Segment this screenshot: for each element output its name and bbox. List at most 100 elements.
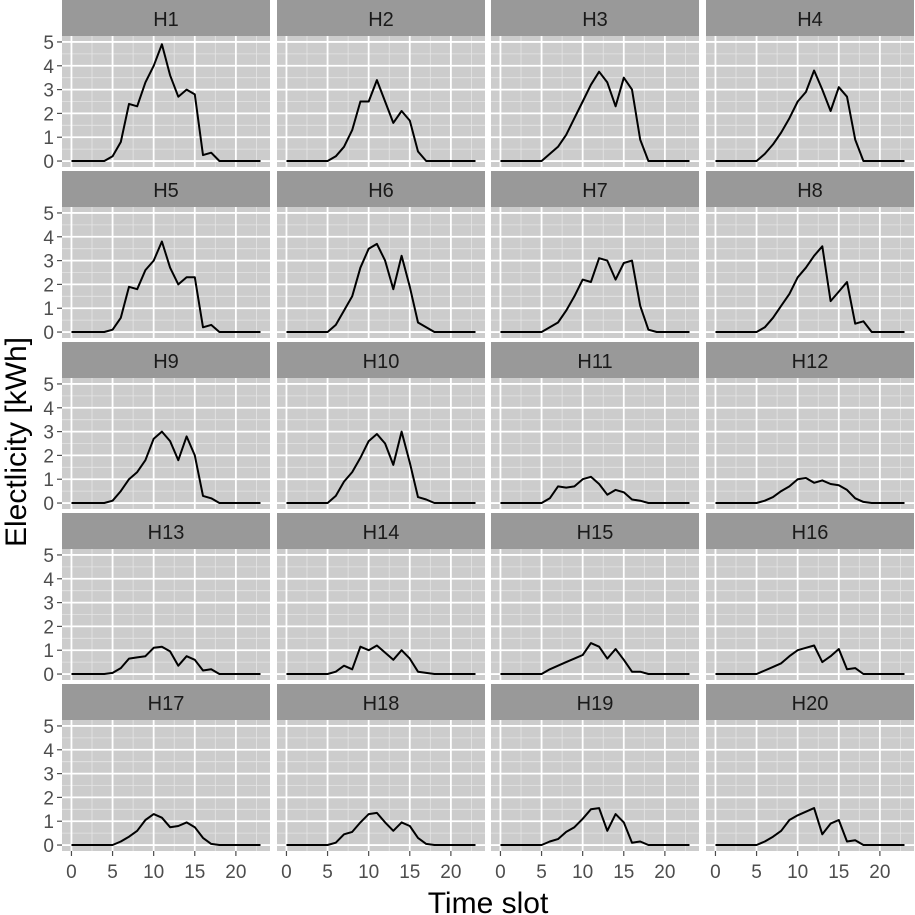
series-line-h20 [715, 807, 905, 846]
x-tick-label: 15 [184, 862, 205, 883]
facet-strip-label: H16 [792, 522, 829, 544]
series-line-h11 [500, 475, 690, 504]
facet-panel-h18: H18 [277, 684, 485, 851]
x-tick-label: 15 [828, 862, 849, 883]
facet-panel-h17: H17 [62, 684, 270, 851]
x-tick-label: 10 [358, 862, 379, 883]
facet-strip-label: H20 [792, 693, 829, 715]
facet-strip [62, 513, 270, 549]
facet-strip [706, 513, 914, 549]
facet-panel-h8: H8 [706, 171, 914, 338]
series-line-h17 [71, 813, 261, 846]
facet-strip [706, 684, 914, 720]
facet-strip-label: H19 [577, 693, 614, 715]
y-tick-label: 5 [43, 204, 54, 225]
x-tick-label: 15 [399, 862, 420, 883]
y-tick-label: 0 [43, 836, 54, 857]
facet-strip-label: H5 [153, 180, 179, 202]
y-tick-label: 4 [43, 57, 54, 78]
facet-strip [277, 0, 485, 36]
x-tick-label: 5 [536, 862, 547, 883]
y-tick-label: 3 [43, 252, 54, 273]
y-tick-label: 3 [43, 423, 54, 444]
y-tick-label: 4 [43, 228, 54, 249]
series-line-h19 [500, 807, 690, 846]
series-line-h16 [715, 644, 905, 675]
facet-panel-h5: H5 [62, 171, 270, 338]
y-tick-label: 1 [43, 299, 54, 320]
y-tick-label: 2 [43, 104, 54, 125]
facet-strip [491, 513, 699, 549]
y-tick-label: 1 [43, 812, 54, 833]
series-line-h8 [715, 245, 905, 333]
y-tick-label: 4 [43, 741, 54, 762]
facet-strip-label: H7 [582, 180, 608, 202]
x-tick-label: 20 [440, 862, 461, 883]
facet-panel-h4: H4 [706, 0, 914, 167]
facet-strip [277, 342, 485, 378]
series-line-h14 [286, 644, 476, 675]
x-tick-label: 5 [107, 862, 118, 883]
facet-panel-h2: H2 [277, 0, 485, 167]
facet-strip [62, 342, 270, 378]
y-tick-label: 0 [43, 323, 54, 344]
x-tick-label: 10 [143, 862, 164, 883]
facet-strip-label: H9 [153, 351, 179, 373]
series-line-h10 [286, 430, 476, 504]
x-tick-label: 20 [225, 862, 246, 883]
x-axis-title: Time slot [428, 887, 549, 915]
series-line-h2 [286, 79, 476, 162]
facet-strip-label: H1 [153, 9, 179, 31]
facet-strip [491, 684, 699, 720]
y-tick-label: 1 [43, 641, 54, 662]
x-tick-label: 10 [787, 862, 808, 883]
facet-strip [277, 513, 485, 549]
facet-panel-h9: H9 [62, 342, 270, 509]
x-tick-label: 20 [654, 862, 675, 883]
y-tick-label: 3 [43, 765, 54, 786]
facet-strip [706, 342, 914, 378]
facet-strip [277, 171, 485, 207]
series-line-h1 [71, 43, 261, 162]
series-line-h3 [500, 70, 690, 162]
facet-panel-h19: H19 [491, 684, 699, 851]
y-tick-label: 5 [43, 33, 54, 54]
facet-strip [706, 0, 914, 36]
y-tick-label: 1 [43, 128, 54, 149]
facet-strip-label: H11 [577, 351, 612, 373]
y-tick-label: 4 [43, 399, 54, 420]
facet-panel-h6: H6 [277, 171, 485, 338]
y-tick-label: 2 [43, 275, 54, 296]
facet-panel-h15: H15 [491, 513, 699, 680]
x-tick-label: 0 [281, 862, 292, 883]
series-line-h12 [715, 477, 905, 504]
y-tick-label: 3 [43, 81, 54, 102]
series-line-h13 [71, 645, 261, 675]
x-tick-label: 15 [613, 862, 634, 883]
y-tick-label: 1 [43, 470, 54, 491]
x-axes: 0 5 10 15 20 0 5 10 15 20 0 5 10 15 20 0 5 10 15 20 [66, 851, 890, 883]
y-tick-label: 5 [43, 375, 54, 396]
series-line-h5 [71, 240, 261, 333]
facet-panel-h20: H20 [706, 684, 914, 851]
facet-strip-label: H14 [363, 522, 400, 544]
facet-strip-label: H15 [577, 522, 614, 544]
x-tick-label: 0 [66, 862, 77, 883]
facet-strip [706, 171, 914, 207]
series-line-h6 [286, 242, 476, 333]
y-tick-label: 5 [43, 717, 54, 738]
facet-panel-h3: H3 [491, 0, 699, 167]
x-tick-label: 5 [751, 862, 762, 883]
facet-strip-label: H3 [582, 9, 608, 31]
facet-strip-label: H10 [363, 351, 400, 373]
y-axis-title: Electlicity [kWh] [0, 337, 33, 547]
facet-strip-label: H12 [792, 351, 829, 373]
facet-strip-label: H17 [148, 693, 185, 715]
x-tick-label: 0 [710, 862, 721, 883]
facet-panel-h13: H13 [62, 513, 270, 680]
x-tick-label: 5 [322, 862, 333, 883]
y-tick-label: 3 [43, 594, 54, 615]
facet-strip [491, 342, 699, 378]
series-line-h9 [71, 430, 261, 504]
